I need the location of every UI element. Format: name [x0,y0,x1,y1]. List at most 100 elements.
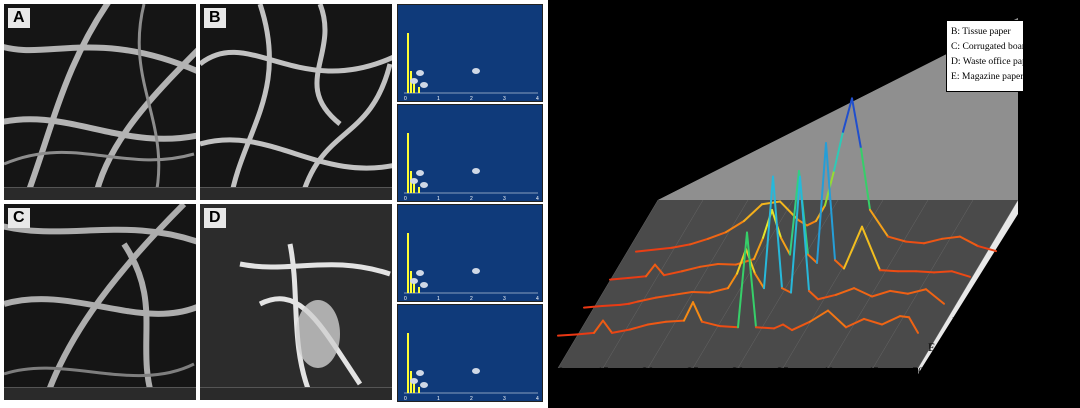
series-E-segment [863,317,883,326]
series-D-segment [727,272,738,290]
series-C-segment [807,253,818,264]
legend-entry: E: Magazine paper [951,71,1024,82]
side-plane [918,200,1018,374]
series-C-segment [951,270,971,278]
series-E-segment [845,317,865,329]
eds-tick-label: 1 [437,396,440,401]
series-D-segment [889,289,909,295]
series-D-segment [754,272,765,290]
series-C-segment [915,270,935,274]
x-tick-label: 40 [822,364,834,378]
sem-panel-a: A [4,4,196,200]
eds-tick-label: 1 [437,196,440,201]
series-E-segment [647,320,667,326]
series-C-segment [825,142,836,262]
eds-peak [407,233,409,293]
series-D-segment [790,175,801,294]
series-C-segment [717,263,737,266]
series-D-segment [853,287,873,298]
z-tick-label: B [1000,262,1009,276]
floor-grid-line [557,199,659,369]
eds-tick-label: 3 [503,196,506,201]
series-B-segment [806,219,817,227]
series-D-segment [601,303,621,307]
eds-marker [472,368,480,374]
x-tick-label: 35 [777,364,789,378]
eds-peak [413,183,415,193]
panel-label: A [8,8,30,28]
chart-legend: B: Tissue paper C: Corrugated board D: W… [946,20,1035,92]
sem-info-bar [200,187,392,200]
series-D-segment [925,288,945,305]
series-E-segment [557,333,577,337]
series-B-segment [977,245,997,253]
top-black-bar [548,0,1080,14]
series-E-segment [773,323,784,330]
series-B-segment [923,237,943,245]
series-D-segment [709,287,729,294]
eds-peak [418,187,420,193]
eds-tick-label: 4 [536,96,539,101]
eds-peak [413,383,415,393]
series-E-segment [827,309,847,329]
sem-image-b [200,4,392,200]
series-D-segment [583,304,603,309]
series-B-segment [833,130,844,172]
x-tick-label: 15 [597,364,609,378]
eds-marker [416,270,424,276]
eds-tick-label: 0 [404,196,407,201]
eds-marker [420,182,428,188]
back-wall-shade [658,18,1018,214]
eds-tick-label: 4 [536,296,539,301]
panel-label: D [204,208,226,228]
series-D-segment [781,287,792,294]
series-C-segment [879,269,899,273]
eds-tick-label: 2 [470,296,473,301]
z-tick-label: C [976,288,985,302]
series-D-segment [637,296,657,303]
floor-grid-line [872,199,974,369]
series-C-segment [780,236,791,256]
z-tick-label: E [928,340,936,354]
sem-panel-c: C [4,204,196,400]
series-E-segment [737,231,748,329]
series-B-segment [842,97,853,133]
series-D-segment [628,300,639,305]
y-tick-label: 1830 [1033,90,1056,102]
sem-info-bar [200,387,392,400]
series-C-segment [609,276,629,281]
eds-tick-label: 0 [404,96,407,101]
eds-marker [420,382,428,388]
series-B-segment [671,243,691,249]
eds-peak [413,283,415,293]
y-axis-label: Intensity [1052,50,1067,100]
series-C-segment [681,265,701,273]
legend-entry: D: Waste office paper [951,56,1035,67]
sem-panel-d: D [200,204,392,400]
eds-marker [472,168,480,174]
eds-spectrum-2: 0 1 2 3 4 [397,104,543,202]
x-tick-label: 45 [867,364,879,378]
series-C-segment [627,275,647,279]
series-C-segment [861,225,881,272]
eds-marker [472,68,480,74]
series-C-segment [663,270,683,277]
eds-tick-label: 1 [437,296,440,301]
eds-tick-label: 0 [404,396,407,401]
series-E-segment [593,319,604,334]
eds-marker [410,78,418,84]
eds-marker [410,278,418,284]
floor-grid-line [737,199,839,369]
eds-marker [416,170,424,176]
series-C-segment [816,142,827,264]
z-tick-label: D [952,314,961,328]
sem-image-c [4,204,196,400]
series-D-segment [808,289,819,301]
sem-panel-b: B [200,4,392,200]
eds-tick-label: 4 [536,396,539,401]
series-E-segment [611,328,631,334]
eds-spectrum-3: 0 1 2 3 4 [397,204,543,302]
eds-spectrum-1: 0 1 2 3 4 [397,4,543,102]
sem-image-a [4,4,196,200]
eds-peak [407,333,409,393]
